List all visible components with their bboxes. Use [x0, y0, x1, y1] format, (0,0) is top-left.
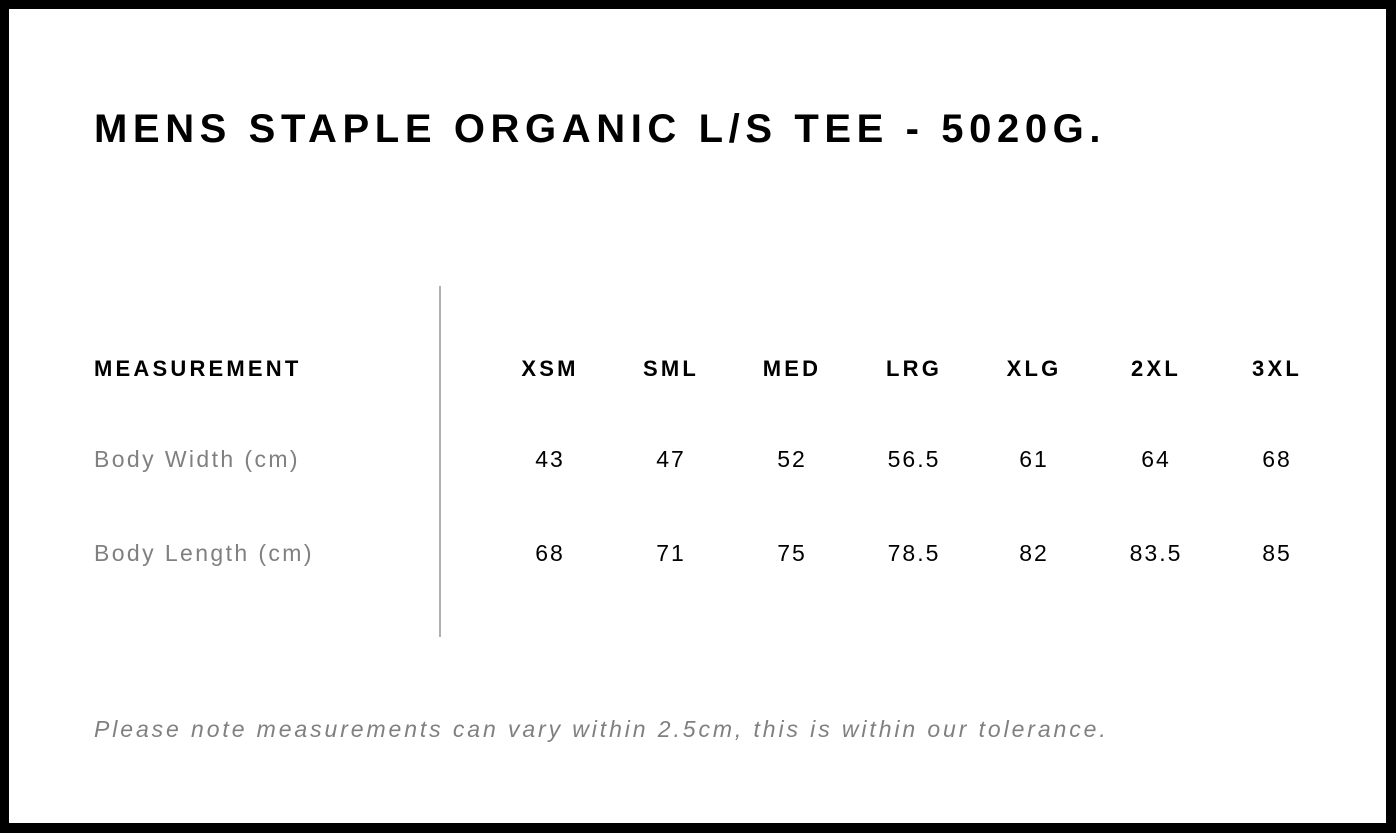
measurement-header: MEASUREMENT [94, 356, 302, 381]
column-divider [439, 286, 441, 637]
page-title: MENS STAPLE ORGANIC L/S TEE - 5020G. [94, 107, 1107, 151]
table-cell: 52 [777, 446, 807, 472]
table-cell: 56.5 [887, 446, 941, 472]
size-header-xsm: XSM [521, 356, 579, 381]
table-cell: 85 [1262, 540, 1292, 566]
size-header-2xl: 2XL [1131, 356, 1181, 381]
table-cell: 78.5 [887, 540, 941, 566]
row-label-body-length: Body Length (cm) [94, 540, 314, 566]
size-header-med: MED [762, 356, 822, 381]
table-cell: 82 [1019, 540, 1049, 566]
size-header-3xl: 3XL [1252, 356, 1302, 381]
size-header-sml: SML [642, 356, 700, 381]
tolerance-note: Please note measurements can vary within… [94, 716, 1109, 742]
size-chart-card: MENS STAPLE ORGANIC L/S TEE - 5020G. MEA… [9, 9, 1386, 823]
table-cell: 68 [1262, 446, 1292, 472]
table-cell: 71 [656, 540, 686, 566]
table-cell: 75 [777, 540, 807, 566]
row-label-body-width: Body Width (cm) [94, 446, 300, 472]
table-cell: 43 [535, 446, 565, 472]
table-cell: 83.5 [1129, 540, 1183, 566]
table-cell: 64 [1141, 446, 1171, 472]
table-cell: 61 [1019, 446, 1049, 472]
table-cell: 47 [656, 446, 686, 472]
size-header-lrg: LRG [885, 356, 943, 381]
table-cell: 68 [535, 540, 565, 566]
size-header-xlg: XLG [1006, 356, 1062, 381]
